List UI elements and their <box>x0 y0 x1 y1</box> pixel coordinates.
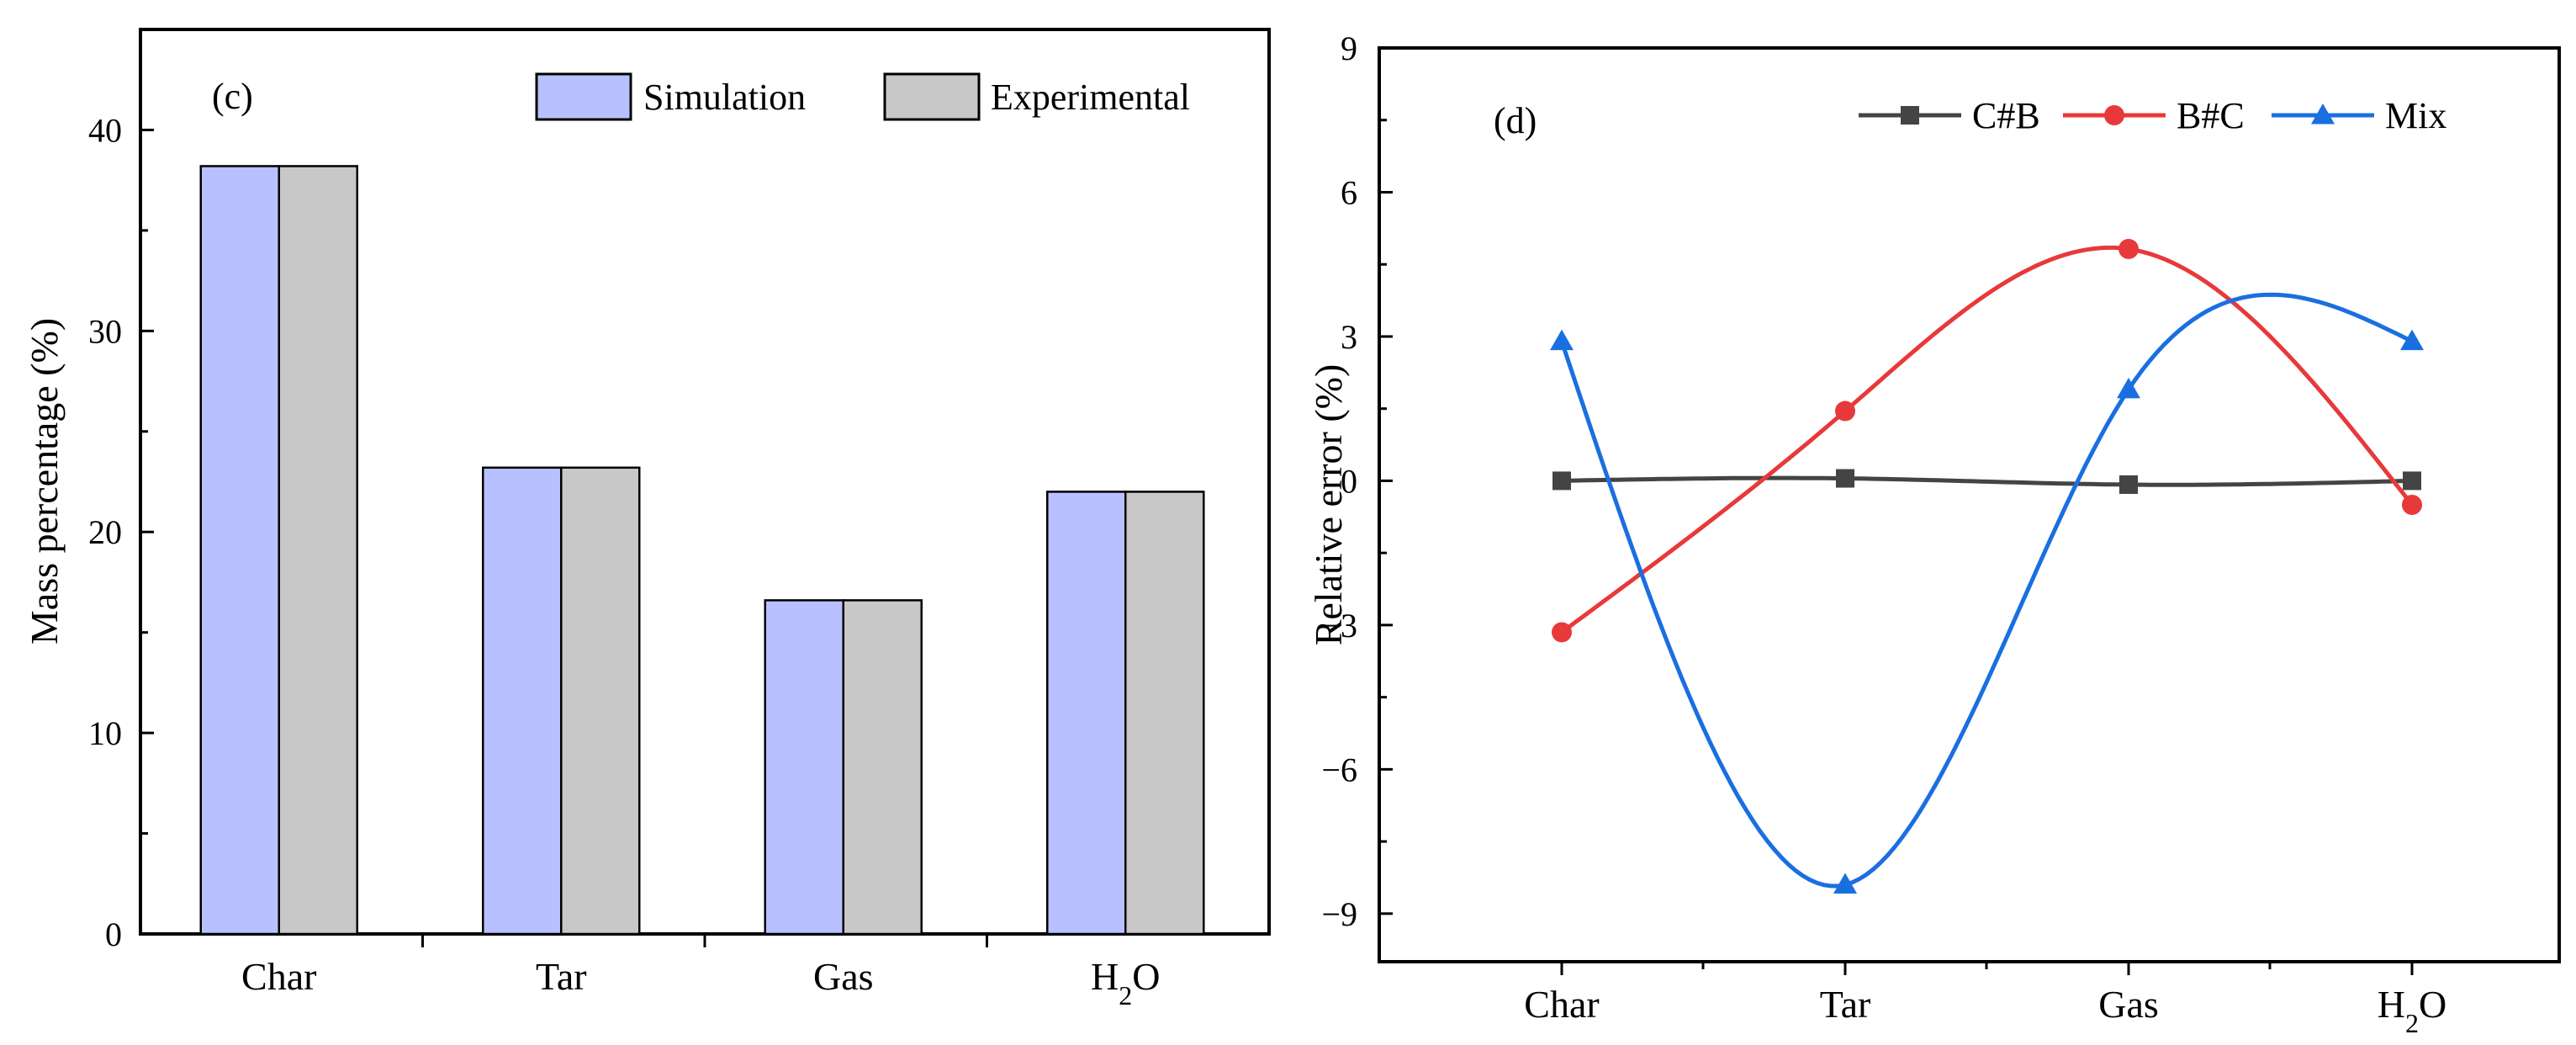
plot-frame-d <box>1378 46 2561 963</box>
y-axis-ticks-c: 0 10 20 30 40 <box>88 111 154 953</box>
y-axis-ticks-d: −9 −6 −3 0 3 6 9 <box>1321 29 1393 933</box>
x-tick-label-c-tar: Tar <box>536 955 587 998</box>
series-line-mix <box>1559 292 2414 889</box>
y-tick-label-d-9: −9 <box>1321 895 1357 933</box>
point-mix-h2o <box>2400 329 2424 351</box>
series-lines-d <box>1559 245 2414 889</box>
x-axis-ticks-d: Char Tar Gas H2O <box>1524 962 2446 1038</box>
legend-label-mix: Mix <box>2385 95 2446 136</box>
point-c-b-char <box>1552 471 1571 491</box>
legend-label-cb: C#B <box>1972 95 2040 136</box>
series-markers-d <box>1550 238 2424 894</box>
legend-d: C#B B#C Mix <box>1859 95 2446 136</box>
legend-marker-mix <box>2311 103 2335 125</box>
x-tick-label-c-h2o: H2O <box>1091 955 1160 1011</box>
bar-simulation-h2o <box>1046 491 1127 936</box>
y-axis-title-d: Relative error (%) <box>1307 364 1350 646</box>
legend-marker-c-b <box>1901 106 1919 125</box>
x-tick-label-c-gas: Gas <box>813 955 874 998</box>
line-chart-panel-d: −9 −6 −3 0 3 6 9 Char Tar Gas H2O Relative error … <box>1307 29 2561 1038</box>
point-c-b-tar <box>1836 469 1854 488</box>
series-line-c-b <box>1561 475 2413 487</box>
y-tick-label-c-30: 30 <box>88 312 122 350</box>
x-tick-label-d-tar: Tar <box>1820 983 1871 1026</box>
point-c-b-h2o <box>2403 471 2421 491</box>
panel-label-d: (d) <box>1494 100 1537 141</box>
bar-experimental-gas <box>842 599 923 936</box>
bars-c <box>199 165 1205 936</box>
point-b-c-tar <box>1835 400 1855 422</box>
bar-experimental-tar <box>560 466 641 936</box>
y-tick-label-d-3: −3 <box>1321 607 1357 645</box>
point-mix-tar <box>1833 873 1857 894</box>
x-tick-label-d-h2o: H2O <box>2378 983 2446 1038</box>
legend-c: Simulation Experimental <box>535 72 1190 121</box>
y-tick-label-c-10: 10 <box>88 714 122 752</box>
x-tick-label-d-char: Char <box>1524 983 1599 1026</box>
y-tick-label-d-3: 3 <box>1341 318 1357 356</box>
point-c-b-gas <box>2119 475 2138 494</box>
legend-swatch-simulation <box>535 72 632 121</box>
point-b-c-char <box>1552 622 1572 643</box>
bar-simulation-char <box>199 165 280 936</box>
y-tick-label-c-20: 20 <box>88 513 122 551</box>
bar-simulation-gas <box>764 599 844 936</box>
x-tick-label-d-gas: Gas <box>2098 983 2159 1026</box>
point-b-c-gas <box>2118 238 2139 259</box>
y-tick-label-d-0: 0 <box>1341 462 1357 500</box>
series-line-b-c <box>1560 245 2414 634</box>
legend-label-simulation: Simulation <box>643 77 806 118</box>
bar-experimental-h2o <box>1124 491 1205 936</box>
point-mix-char <box>1550 329 1574 351</box>
panel-label-c: (c) <box>212 76 253 117</box>
point-mix-gas <box>2117 377 2140 399</box>
bar-chart-panel-c: 0 10 20 30 40 Char Tar Gas H2O Mass percentage … <box>23 28 1271 1011</box>
x-axis-ticks-c: Char Tar Gas H2O <box>241 934 1160 1011</box>
point-b-c-h2o <box>2402 495 2422 515</box>
legend-marker-b-c <box>2104 105 2124 125</box>
y-tick-label-d-9: 9 <box>1341 29 1357 67</box>
y-tick-label-c-0: 0 <box>105 915 122 953</box>
y-axis-title-c: Mass percentage (%) <box>23 318 66 645</box>
y-tick-label-d-6: 6 <box>1341 173 1357 211</box>
bar-simulation-tar <box>482 466 563 936</box>
bar-experimental-char <box>278 165 358 936</box>
y-tick-label-c-40: 40 <box>88 111 122 149</box>
legend-swatch-experimental <box>883 72 981 121</box>
legend-label-experimental: Experimental <box>991 77 1190 118</box>
legend-label-bc: B#C <box>2177 95 2245 136</box>
y-tick-label-d-6: −6 <box>1321 751 1357 788</box>
x-tick-label-c-char: Char <box>241 955 316 998</box>
